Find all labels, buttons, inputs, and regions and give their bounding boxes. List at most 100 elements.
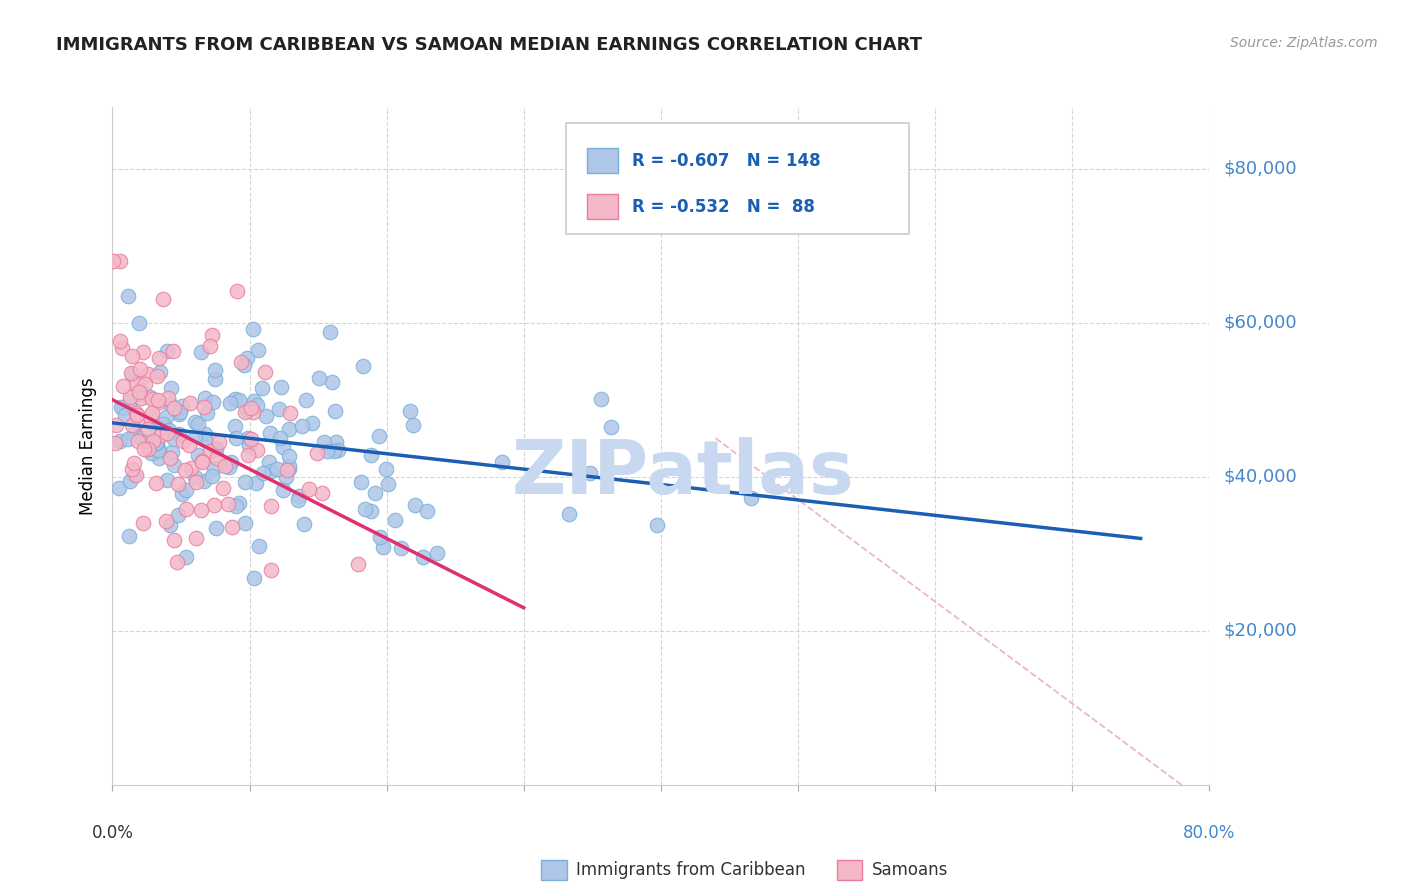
Point [218, 396, 240, 410]
Point [169, 405, 191, 419]
Point [197, 406, 219, 420]
Point [155, 514, 177, 528]
Point [579, 466, 602, 480]
Point [141, 434, 163, 449]
Point [179, 396, 201, 410]
Point [191, 453, 214, 467]
Point [180, 461, 202, 475]
Point [229, 355, 252, 369]
Point [163, 458, 186, 472]
Point [399, 404, 422, 418]
Point [167, 426, 190, 441]
Point [160, 381, 183, 395]
Point [183, 470, 205, 484]
Point [278, 406, 301, 420]
Point [128, 387, 150, 401]
Point [647, 518, 669, 533]
Point [118, 529, 141, 543]
Text: R = -0.532   N =  88: R = -0.532 N = 88 [633, 198, 815, 216]
Point [121, 367, 143, 381]
Point [187, 448, 209, 462]
Point [254, 409, 277, 424]
Point [163, 533, 186, 547]
Point [224, 392, 246, 406]
Point [190, 455, 212, 469]
Point [245, 476, 267, 491]
Point [157, 423, 180, 437]
Point [163, 432, 186, 446]
Point [558, 508, 581, 522]
Point [166, 555, 188, 569]
Point [152, 293, 174, 307]
Point [167, 407, 190, 421]
Point [415, 504, 437, 518]
Point [111, 379, 134, 393]
Point [368, 530, 391, 544]
Point [271, 483, 294, 498]
Point [187, 417, 209, 431]
Point [269, 431, 291, 445]
Point [141, 406, 163, 420]
Point [305, 446, 328, 460]
Point [104, 417, 127, 432]
Point [384, 513, 406, 527]
Point [155, 426, 177, 441]
Text: $40,000: $40,000 [1223, 467, 1296, 486]
Point [186, 475, 208, 489]
Point [172, 434, 194, 449]
Point [152, 417, 174, 431]
Point [236, 448, 259, 462]
Point [260, 563, 283, 577]
Point [162, 343, 184, 358]
Point [278, 458, 301, 473]
Point [312, 434, 335, 449]
Point [208, 435, 231, 450]
Point [134, 376, 156, 391]
Point [205, 521, 228, 535]
Point [131, 516, 153, 530]
Point [120, 474, 142, 488]
Point [132, 345, 155, 359]
Point [122, 468, 145, 483]
Point [129, 392, 152, 406]
Point [194, 433, 217, 447]
Point [156, 473, 179, 487]
Point [125, 406, 148, 420]
Point [404, 498, 426, 512]
Point [242, 322, 264, 336]
Point [159, 450, 181, 465]
Point [145, 368, 167, 383]
Point [319, 325, 342, 339]
Point [201, 469, 224, 483]
Point [149, 366, 172, 380]
Point [377, 476, 399, 491]
Point [260, 464, 283, 478]
Point [204, 372, 226, 386]
Point [236, 351, 259, 366]
Point [110, 401, 132, 415]
Point [221, 520, 243, 534]
Point [205, 450, 228, 465]
Point [145, 435, 167, 450]
Point [155, 421, 177, 435]
Point [174, 463, 197, 477]
Text: R = -0.607   N = 148: R = -0.607 N = 148 [633, 152, 821, 170]
Point [184, 415, 207, 429]
Point [276, 470, 298, 484]
Point [111, 341, 134, 355]
Point [194, 426, 217, 441]
Text: IMMIGRANTS FROM CARIBBEAN VS SAMOAN MEDIAN EARNINGS CORRELATION CHART: IMMIGRANTS FROM CARIBBEAN VS SAMOAN MEDI… [56, 36, 922, 54]
Point [148, 443, 170, 458]
Point [141, 446, 163, 460]
Point [225, 499, 247, 513]
Point [128, 384, 150, 399]
Point [214, 458, 236, 473]
Point [217, 497, 239, 511]
Point [139, 390, 162, 404]
Point [142, 418, 165, 433]
Point [108, 434, 131, 448]
Point [174, 550, 197, 565]
Point [236, 431, 259, 445]
Point [121, 417, 143, 432]
Point [193, 475, 215, 489]
